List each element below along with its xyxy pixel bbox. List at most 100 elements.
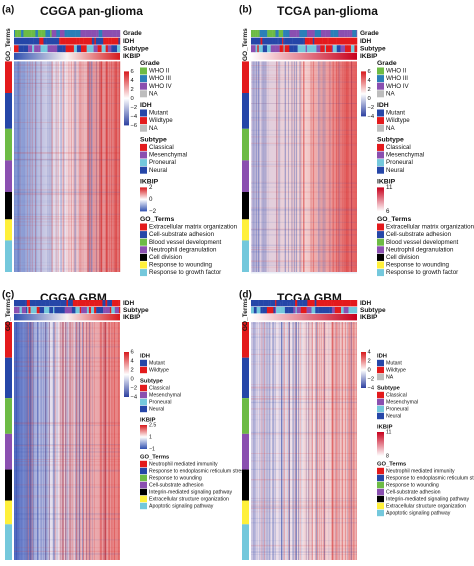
heatmap-stripe [32,61,33,273]
heatmap-row [14,507,120,509]
annotation-cell [27,307,29,314]
heatmap-row [251,487,357,488]
heatmap-row [251,103,357,104]
heatmap-stripe [103,322,104,560]
heatmap-row [14,370,120,372]
heatmap-stripe [301,322,303,560]
track-label: Subtype [123,307,149,314]
heatmap-stripe [336,322,338,560]
legend-swatch [377,90,384,98]
annotation-cell [291,30,297,37]
heatmap-stripe [51,61,53,273]
heatmap-stripe [87,322,89,560]
go-term-bar [5,500,12,525]
annotation-cell [58,300,61,307]
heatmap-row [251,247,357,248]
track-label: Subtype [360,45,386,52]
legend-item: Classical [386,392,407,398]
go-term-bar [242,398,249,434]
annotation-cell [251,37,255,45]
legend-swatch [140,488,147,496]
annotation-cell [344,30,348,37]
heatmap-stripe [43,322,45,560]
annotation-cell [115,37,119,45]
heatmap-stripe [90,322,92,560]
legend-swatch [377,231,384,239]
annotation-cell [322,307,326,314]
annotation-cell [103,45,106,53]
annotation-cell [318,307,323,314]
heatmap-row [251,389,357,391]
legend-item: Proneural [149,159,176,166]
heatmap-stripe [82,322,84,560]
heatmap-row [251,349,357,351]
heatmap-row [14,424,120,426]
heatmap-stripe [338,322,340,560]
heatmap-stripe [314,322,317,560]
heatmap-row [14,152,120,154]
heatmap-row [14,175,120,177]
heatmap-stripe [283,322,285,560]
heatmap-stripe [104,322,106,560]
annotation-cell [255,45,258,53]
heatmap-stripe [25,322,27,560]
legend-item: WHO III [386,75,408,82]
heatmap-stripe [295,322,297,560]
heatmap-stripe [321,61,323,273]
annotation-track [251,52,357,60]
heatmap-row [251,438,357,439]
annotation-cell [14,307,18,314]
annotation-cell [338,30,340,37]
annotation-cell [30,307,36,314]
heatmap-stripe [113,322,116,560]
legend-swatch [140,359,147,367]
colorbar-tick-label: 4 [368,78,372,84]
heatmap-stripe [318,322,320,560]
annotation-cell [316,45,321,53]
annotation-cell [26,300,31,307]
heatmap-row [14,191,120,193]
annotation-cell [259,30,264,37]
heatmap-stripe [30,61,32,273]
heatmap-row [251,229,357,231]
heatmap-stripe [323,322,325,560]
heatmap-row [14,221,120,223]
annotation-track [14,52,120,60]
legend-swatch [140,124,147,132]
annotation-cell [354,300,358,307]
annotation-cell [301,37,304,45]
heatmap-stripe [40,322,42,560]
heatmap-stripe [335,61,337,273]
annotation-cell [109,307,112,314]
heatmap-stripe [63,61,65,273]
heatmap-row [14,436,120,438]
annotation-cell [65,37,70,45]
heatmap-stripe [310,61,311,273]
heatmap-stripe [341,61,343,273]
annotation-cell [59,30,65,37]
heatmap-stripe [88,322,90,560]
annotation-cell [93,45,98,53]
heatmap [14,61,120,273]
heatmap-row [14,552,120,554]
heatmap-stripe [335,322,337,560]
heatmap-row [14,486,120,488]
annotation-cell [329,307,333,314]
heatmap-row [14,201,120,203]
annotation-cell [255,30,258,37]
heatmap-stripe [80,61,82,273]
annotation-cell [350,300,356,307]
annotation-cell [80,30,85,37]
heatmap [14,322,120,560]
annotation-cell [288,45,290,53]
heatmap-row [251,396,357,397]
annotation-cell [333,30,339,37]
annotation-cell [325,30,331,37]
annotation-cell [14,300,16,307]
heatmap-row [14,365,120,367]
heatmap-stripe [293,322,295,560]
annotation-cell [35,300,38,307]
legend-swatch [140,223,147,231]
expression-colorbar [361,352,366,388]
annotation-cell [118,37,121,45]
